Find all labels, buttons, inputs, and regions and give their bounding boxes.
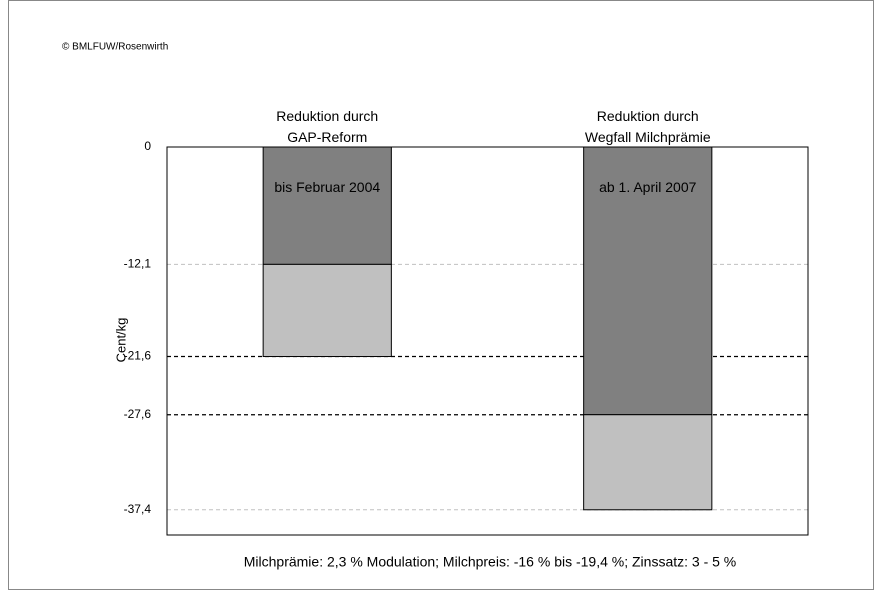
y-axis-label: Cent/kg xyxy=(113,318,128,363)
chart-frame xyxy=(8,0,874,590)
y-tick-label: -12,1 xyxy=(124,257,152,271)
y-tick-label: -21,6 xyxy=(124,349,152,363)
y-tick-label: -37,4 xyxy=(124,502,152,516)
category-label: Reduktion durch Wegfall Milchprämie xyxy=(584,108,711,145)
plot-area xyxy=(166,146,809,536)
y-tick-label: -27,6 xyxy=(124,407,152,421)
category-label: Reduktion durch GAP-Reform xyxy=(276,108,379,145)
bar-segment xyxy=(583,146,713,416)
bar-segment xyxy=(262,263,392,358)
y-tick-label: 0 xyxy=(144,139,151,153)
source: © BMLFUW/Rosenwirth xyxy=(62,42,168,53)
bar-segment xyxy=(262,146,392,265)
category-note: ab 1. April 2007 xyxy=(599,179,697,195)
category-note: bis Februar 2004 xyxy=(274,179,381,195)
bar-segment xyxy=(583,414,713,511)
footnote: Milchprämie: 2,3 % Modulation; Milchprei… xyxy=(244,554,737,570)
